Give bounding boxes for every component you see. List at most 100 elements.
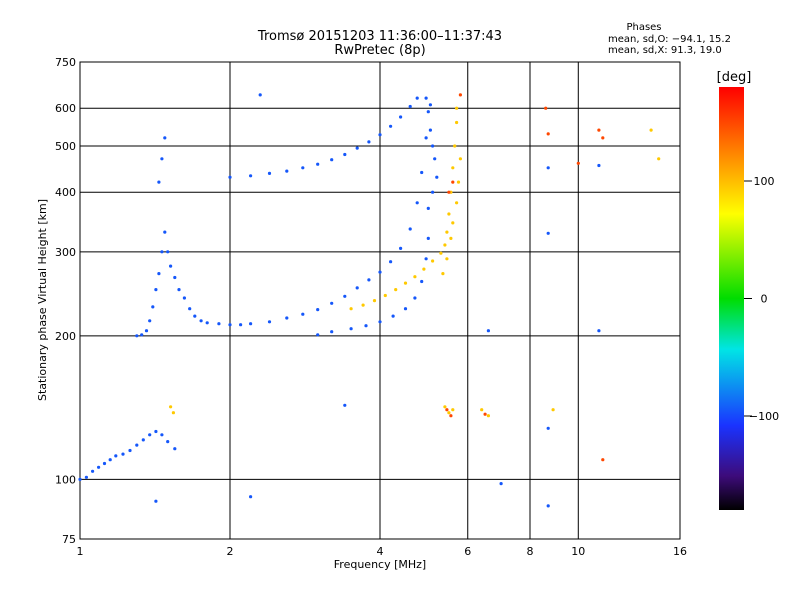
data-point [140,333,144,337]
data-point [445,257,449,261]
data-point [330,330,334,334]
data-point [102,461,107,466]
data-point [267,171,272,175]
chart-subtitle: RwPretec (8p) [334,43,425,58]
data-point [456,180,461,184]
data-point [445,408,449,412]
data-point [546,231,550,235]
data-point [364,324,368,328]
data-point [301,312,305,316]
data-point [154,499,158,503]
y-tick-label: 200 [55,330,76,343]
colorbar-label: [deg] [717,70,752,85]
data-point [597,329,601,333]
data-point [258,93,262,97]
data-point [601,458,605,462]
data-point [343,403,347,407]
data-point [349,307,353,311]
data-point [426,206,430,210]
data-point [403,281,408,285]
data-point [160,157,164,161]
x-tick-label: 1 [77,545,84,558]
data-point [399,115,403,119]
y-tick-label: 75 [62,533,76,546]
data-point [135,334,139,338]
y-tick-label: 750 [55,56,76,69]
data-point [499,482,503,486]
data-point [389,124,393,128]
data-point [205,321,209,325]
data-point [447,411,451,415]
data-point [408,227,412,231]
data-point [267,320,272,324]
data-point [249,322,253,326]
x-tick-label: 2 [227,545,234,558]
data-point [483,412,487,416]
data-point [285,169,289,173]
x-tick-label: 10 [571,545,585,558]
data-point [91,469,95,473]
data-point [451,408,455,412]
y-tick-label: 100 [55,473,76,486]
data-point [389,260,393,264]
data-point [424,96,428,100]
data-point [144,329,149,333]
data-point [597,128,601,132]
data-point [217,322,221,326]
data-point [316,333,320,337]
x-axis-label: Frequency [MHz] [334,558,426,571]
data-point [316,162,320,166]
data-point [355,146,359,150]
data-point [422,267,426,271]
colorbar-tick-label: −100 [749,410,779,423]
data-point [435,175,439,179]
data-point [182,296,186,300]
data-point [154,288,158,292]
y-axis-label: Stationary phase Virtual Height [km] [36,199,49,401]
data-point [415,201,419,205]
data-point [154,429,158,434]
data-point [458,93,462,97]
data-point [78,477,82,481]
data-point [330,301,334,305]
data-point [441,272,445,276]
x-tick-label: 8 [527,545,534,558]
data-point [316,308,320,312]
data-point [408,104,412,109]
data-point [449,236,453,240]
data-point [239,323,243,327]
data-point [163,230,167,234]
data-point [394,288,398,292]
data-point [160,250,164,254]
data-point [343,152,347,157]
data-point [455,120,459,125]
data-point [451,221,455,225]
data-point [413,275,417,279]
data-point [480,408,484,412]
data-point [420,279,424,284]
data-point [486,414,490,418]
data-point [157,180,161,184]
y-tick-label: 400 [55,186,76,199]
data-point [383,293,387,298]
data-point [343,294,347,298]
y-tick-label: 600 [55,102,76,115]
data-point [544,106,548,110]
phases-mean-x: mean, sd,X: 91.3, 19.0 [608,45,722,56]
data-point [391,314,395,318]
data-point [443,405,447,409]
data-point [166,440,170,444]
data-point [451,180,455,184]
data-point [249,174,253,178]
data-point [378,320,382,324]
data-point [148,433,152,437]
data-point [546,166,550,170]
data-point [372,299,377,303]
data-point [426,110,430,114]
data-point [378,270,382,274]
data-point [84,475,88,479]
data-point [169,264,173,268]
data-point [367,140,371,144]
data-point [443,243,447,247]
data-point [439,251,443,255]
